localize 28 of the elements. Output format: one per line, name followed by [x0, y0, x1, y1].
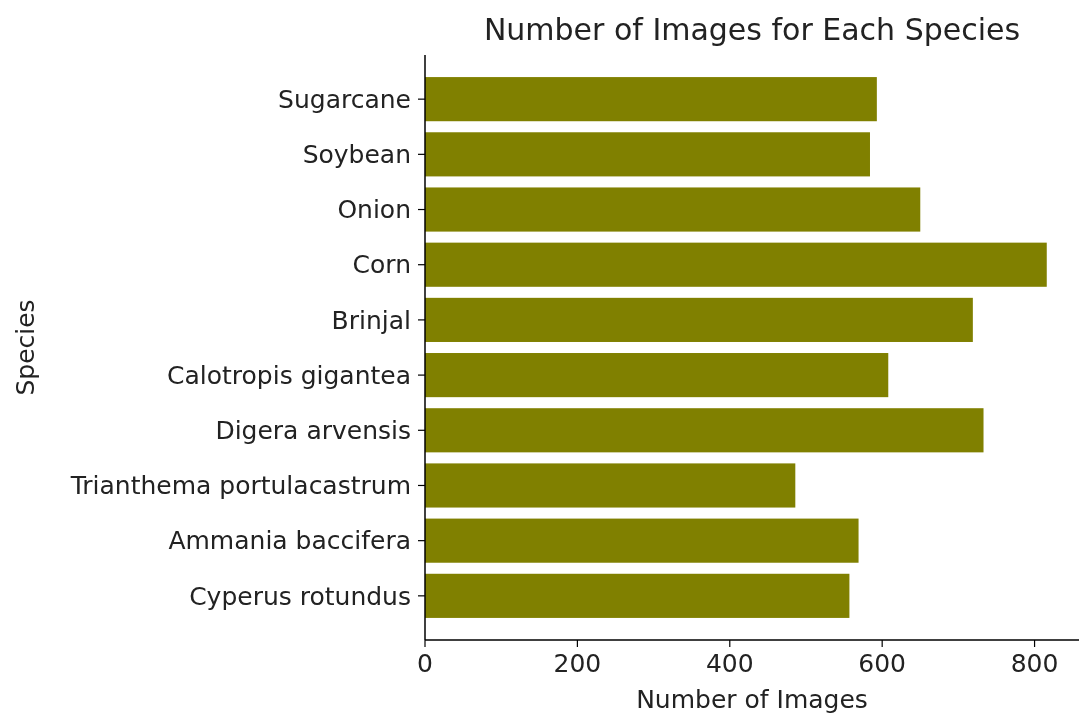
y-tick-label: Soybean — [302, 140, 411, 170]
y-tick-label: Ammania baccifera — [168, 526, 411, 556]
bar — [425, 463, 796, 508]
x-tick-label: 200 — [553, 649, 602, 678]
x-tick-label: 800 — [1010, 649, 1059, 678]
y-tick-label: Calotropis gigantea — [167, 360, 411, 390]
chart-title: Number of Images for Each Species — [483, 12, 1021, 47]
bar — [425, 187, 921, 232]
bar — [425, 242, 1047, 287]
y-tick-label: Digera arvensis — [215, 416, 411, 446]
x-tick-label: 0 — [417, 649, 433, 678]
y-tick-label: Cyperus rotundus — [189, 581, 411, 611]
y-tick-label: Onion — [337, 195, 411, 225]
bar — [425, 132, 870, 177]
x-tick-label: 400 — [705, 649, 754, 678]
y-tick-label: Sugarcane — [278, 84, 411, 114]
bar — [425, 573, 850, 618]
y-tick-label: Brinjal — [331, 305, 411, 335]
bar — [425, 518, 859, 563]
bar — [425, 297, 973, 342]
y-tick-label: Corn — [352, 250, 411, 280]
y-tick-label: Trianthema portulacastrum — [69, 471, 411, 501]
x-axis-title: Number of Images — [636, 685, 868, 714]
bar — [425, 353, 889, 398]
bar — [425, 408, 984, 453]
bar — [425, 77, 877, 122]
y-axis-title: Species — [11, 299, 40, 396]
x-tick-label: 600 — [858, 649, 907, 678]
